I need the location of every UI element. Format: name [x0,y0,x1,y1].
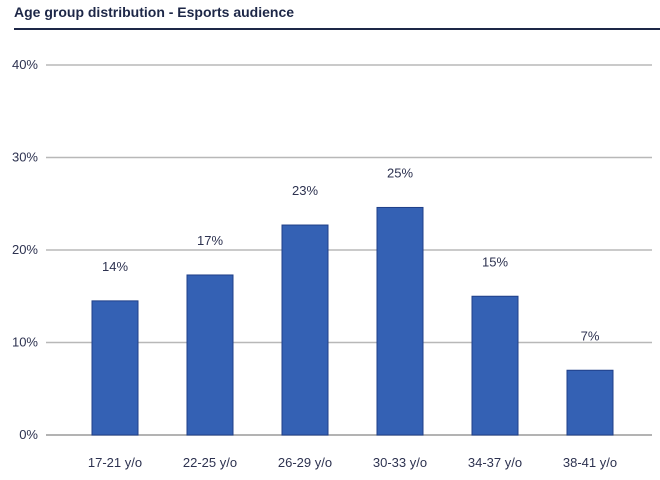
bar-26-29-y-o [281,224,329,436]
y-tick-label: 0% [19,427,38,442]
chart-title: Age group distribution - Esports audienc… [14,4,295,20]
x-tick-label: 17-21 y/o [88,455,142,470]
bar-34-37-y-o [471,295,519,436]
x-tick-label: 34-37 y/o [468,455,522,470]
x-tick-label: 38-41 y/o [563,455,617,470]
bar-17-21-y-o [91,300,139,436]
data-label: 15% [482,254,508,269]
data-label: 25% [387,165,413,180]
title-divider [14,28,660,30]
data-label: 14% [102,259,128,274]
bar-30-33-y-o [376,206,424,436]
data-label: 7% [581,328,600,343]
data-label: 23% [292,183,318,198]
bar-38-41-y-o [566,369,614,436]
data-label: 17% [197,233,223,248]
bar-22-25-y-o [186,274,234,436]
x-tick-label: 30-33 y/o [373,455,427,470]
x-tick-label: 26-29 y/o [278,455,332,470]
y-tick-label: 10% [12,335,38,350]
x-tick-label: 22-25 y/o [183,455,237,470]
y-tick-label: 40% [12,57,38,72]
y-tick-label: 20% [12,242,38,257]
y-tick-label: 30% [12,150,38,165]
